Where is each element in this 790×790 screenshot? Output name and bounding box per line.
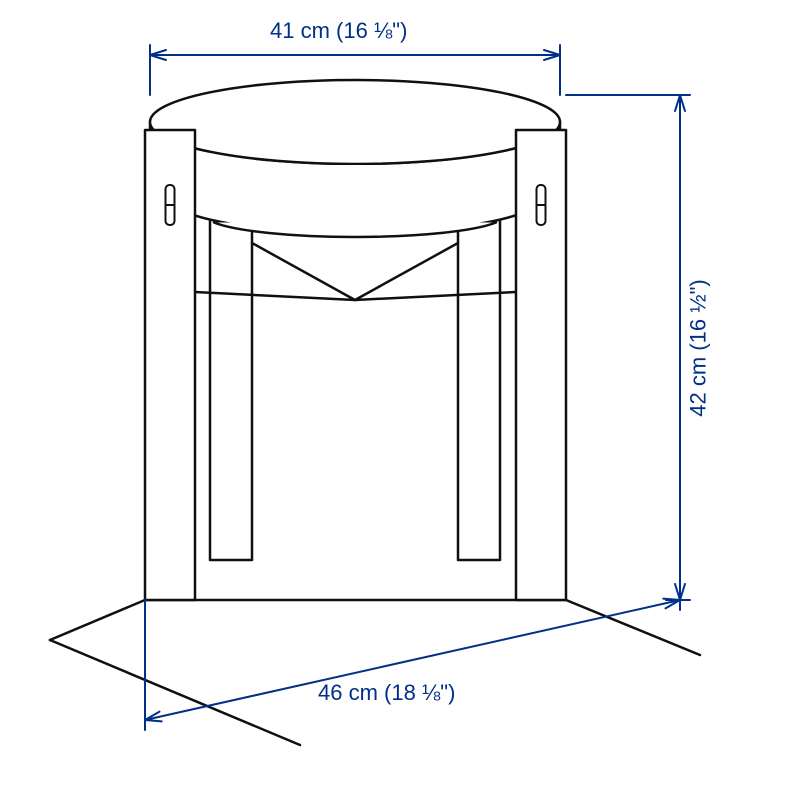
diagram-canvas: 41 cm (16 ⅛") 42 cm (16 ½") 46 cm (18 ⅛"…	[0, 0, 790, 790]
dim-right-label: 42 cm (16 ½")	[686, 279, 712, 416]
dim-depth-label: 46 cm (18 ⅛")	[318, 680, 455, 706]
dim-top-label: 41 cm (16 ⅛")	[270, 18, 407, 44]
stool-drawing	[0, 0, 790, 790]
